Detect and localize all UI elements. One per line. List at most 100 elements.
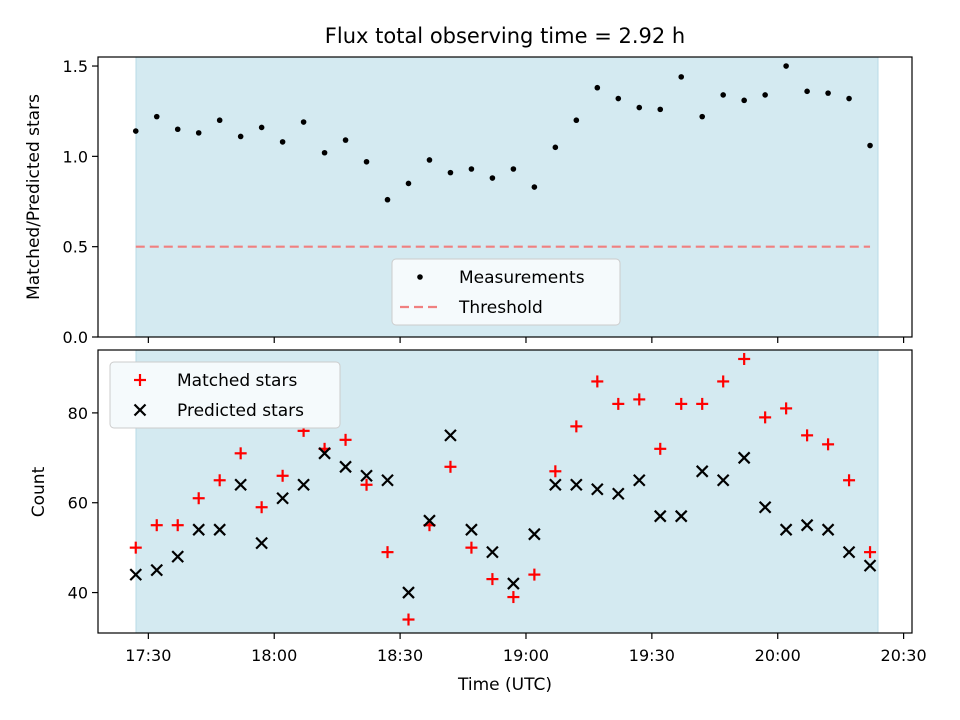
top-y-axis-label: Matched/Predicted stars — [24, 94, 44, 300]
predicted-star-point — [612, 487, 625, 501]
predicted-star-point — [779, 523, 793, 536]
predicted-star-point-b — [653, 509, 667, 523]
measurement-point — [552, 144, 559, 151]
predicted-star-point-b — [339, 460, 352, 474]
predicted-star-point-b — [465, 523, 478, 536]
predicted-star-point — [171, 550, 184, 563]
measurement-point — [636, 104, 643, 111]
x-tick-label: 19:00 — [503, 646, 549, 665]
top-panel: 0.0 0.5 1.0 1.5 Flux total observing time =… — [24, 24, 913, 347]
top-legend-box — [391, 258, 621, 326]
matched-star-point — [129, 541, 142, 554]
measurement-point — [594, 84, 601, 91]
matched-star-point — [234, 447, 247, 460]
predicted-star-point — [653, 509, 667, 523]
predicted-star-point-b — [695, 465, 709, 478]
measurement-point — [447, 169, 454, 176]
bottom-y-ticks: 40 60 80 — [68, 404, 98, 603]
measurement-point — [531, 184, 538, 190]
predicted-star-point — [507, 577, 520, 590]
predicted-star-point — [129, 568, 143, 581]
predicted-star-point-b — [486, 545, 499, 559]
measurement-point — [846, 95, 852, 102]
predicted-star-point-b — [821, 523, 835, 536]
measurement-point — [216, 117, 223, 124]
predicted-star-point-b — [570, 478, 583, 492]
predicted-star-point — [758, 500, 772, 514]
predicted-star-point-b — [863, 559, 877, 572]
predicted-star-point — [150, 563, 164, 577]
predicted-star-point-b — [423, 514, 436, 527]
measurement-point — [195, 130, 202, 136]
predicted-star-point-b — [192, 523, 205, 536]
predicted-star-point-b — [632, 473, 646, 487]
matched-star-point — [255, 501, 268, 514]
top-y-tick-label: 0.5 — [63, 238, 88, 257]
predicted-star-point-b — [234, 478, 247, 492]
matched-star-point — [738, 352, 751, 365]
predicted-star-point-b — [716, 473, 730, 487]
measurement-point — [384, 196, 391, 203]
measurement-points — [132, 63, 873, 203]
matched-star-point — [402, 613, 415, 626]
bottom-y-tick-label: 40 — [68, 584, 88, 603]
measurement-point — [699, 113, 706, 120]
bottom-legend-box — [109, 361, 341, 429]
matched-star-point — [591, 375, 604, 388]
predicted-star-point — [213, 523, 226, 536]
measurement-point — [132, 128, 139, 134]
predicted-star-point — [716, 473, 730, 487]
matched-star-point — [360, 478, 373, 491]
measurement-point — [615, 95, 622, 102]
measurement-point — [468, 166, 475, 172]
top-y-tick-label: 1.5 — [63, 57, 88, 76]
predicted-star-point-b — [591, 482, 604, 496]
predicted-star-point — [800, 518, 814, 532]
matched-star-point — [675, 397, 688, 410]
measurement-point — [279, 139, 286, 145]
measurement-point — [573, 117, 580, 124]
legend-predicted-glyph-b — [133, 403, 147, 417]
predicted-star-point — [444, 429, 457, 442]
measurement-point — [258, 124, 265, 131]
matched-star-point — [759, 411, 772, 424]
predicted-star-point-b — [129, 568, 143, 581]
matched-star-point — [822, 438, 835, 451]
x-tick-label: 18:30 — [377, 646, 423, 665]
top-x-ticks — [147, 337, 905, 343]
predicted-star-point-b — [360, 469, 373, 483]
x-tick-label: 18:00 — [251, 646, 297, 665]
matched-star-point — [864, 546, 877, 559]
predicted-star-point — [297, 478, 310, 492]
matched-star-point — [696, 397, 709, 410]
bottom-y-axis-label: Count — [29, 466, 49, 517]
measurement-point — [510, 166, 517, 172]
matched-star-point — [549, 465, 562, 478]
matched-star-point — [171, 519, 184, 532]
predicted-star-point-b — [150, 563, 164, 577]
matched-star-point — [486, 573, 499, 586]
predicted-star-point — [842, 545, 856, 559]
predicted-star-point-b — [276, 491, 289, 505]
measurement-point — [153, 113, 160, 120]
measurement-point — [783, 63, 789, 69]
measurement-point — [657, 106, 664, 113]
matched-star-point — [717, 375, 730, 388]
measurement-point — [489, 175, 496, 181]
predicted-star-point — [276, 491, 289, 505]
legend-measurements-label: Measurements — [459, 268, 585, 288]
predicted-star-point-b — [171, 550, 184, 563]
predicted-star-point-b — [402, 586, 415, 599]
x-tick-label: 17:30 — [125, 646, 171, 665]
predicted-star-point — [486, 545, 499, 559]
measurement-point — [678, 74, 685, 80]
matched-star-point — [192, 492, 205, 505]
matched-star-point — [570, 420, 583, 433]
predicted-star-point-b — [737, 451, 751, 465]
predicted-star-point — [570, 478, 583, 492]
measurement-point — [342, 137, 349, 143]
predicted-star-point-b — [800, 518, 814, 532]
matched-star-point — [339, 433, 352, 446]
predicted-star-point-b — [674, 509, 688, 523]
